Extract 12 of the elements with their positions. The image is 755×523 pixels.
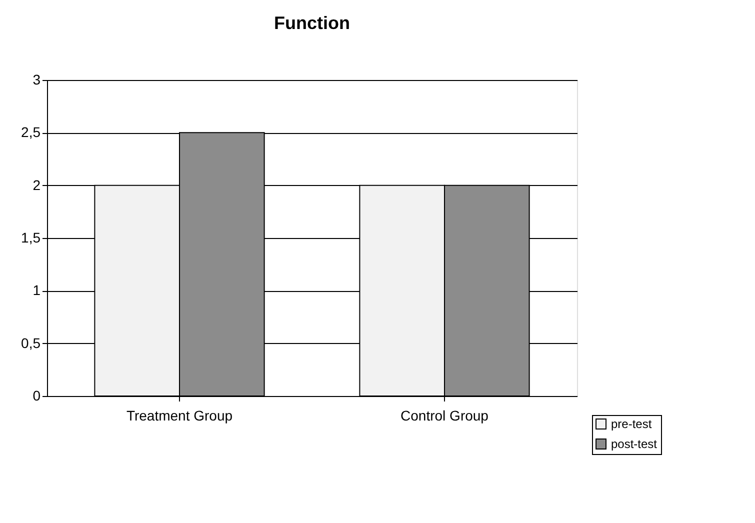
y-tick-label: 2,5 <box>21 124 41 140</box>
legend-label: post-test <box>611 437 658 451</box>
y-tick-label: 3 <box>32 72 41 88</box>
y-tick-label: 2 <box>32 176 41 193</box>
y-tick-label: 0 <box>32 388 41 404</box>
legend-label: pre-test <box>611 417 652 431</box>
y-tick-label: 1,5 <box>21 230 41 246</box>
y-tick-label: 0,5 <box>21 334 41 351</box>
chart-title: Function <box>274 13 350 33</box>
x-tick-label: Treatment Group <box>126 408 233 424</box>
x-tick-label: Control Group <box>400 408 489 424</box>
y-tick-label: 1 <box>32 282 41 298</box>
